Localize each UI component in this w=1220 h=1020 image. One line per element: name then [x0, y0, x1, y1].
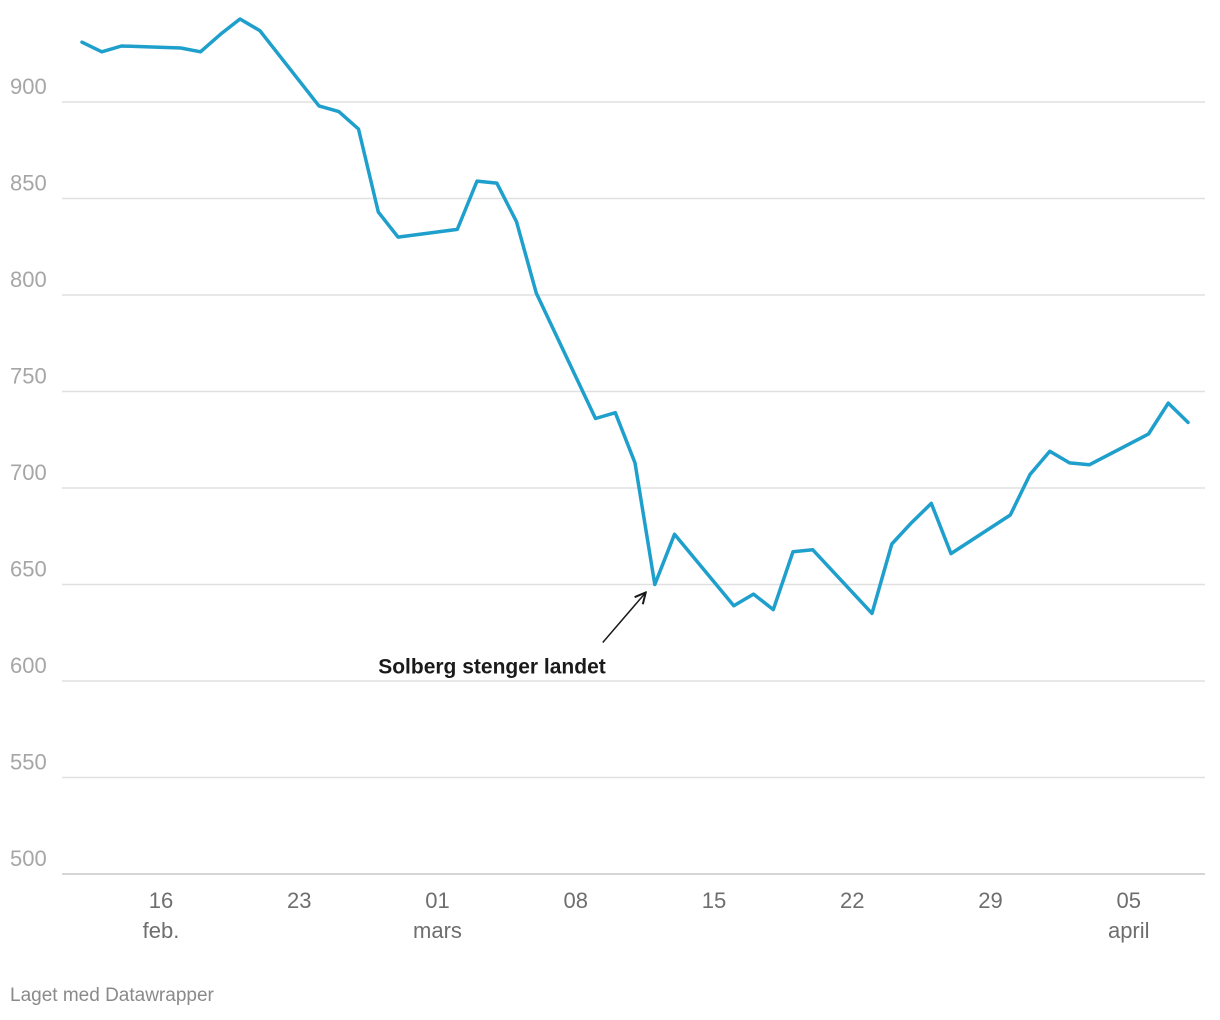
x-tick-label-1: 23	[287, 888, 311, 913]
annotation-arrow-0	[602, 592, 646, 643]
x-tick-label-2: 01	[425, 888, 449, 913]
x-tick-sublabel-2: mars	[413, 918, 462, 943]
y-tick-label-800: 800	[10, 267, 47, 292]
y-tick-label-650: 650	[10, 556, 47, 581]
x-tick-sublabel-0: feb.	[143, 918, 180, 943]
y-tick-label-850: 850	[10, 170, 47, 195]
datawrapper-credit[interactable]: Laget med Datawrapper	[10, 985, 214, 1006]
series-line-0	[80, 17, 1190, 616]
x-tick-sublabel-7: april	[1108, 918, 1150, 943]
y-tick-label-550: 550	[10, 749, 47, 774]
y-tick-label-500: 500	[10, 846, 47, 871]
x-tick-label-5: 22	[840, 888, 864, 913]
y-tick-label-700: 700	[10, 460, 47, 485]
x-tick-label-0: 16	[149, 888, 173, 913]
y-tick-label-900: 900	[10, 74, 47, 99]
x-tick-label-4: 15	[702, 888, 726, 913]
x-tick-label-6: 29	[978, 888, 1002, 913]
annotation-text-0: Solberg stenger landet	[378, 655, 606, 678]
x-tick-label-3: 08	[564, 888, 588, 913]
y-tick-label-750: 750	[10, 363, 47, 388]
y-tick-label-600: 600	[10, 653, 47, 678]
line-chart: 500 550 600 650 700 750 800 850 900 16 feb. 23 01 mar…	[10, 17, 1205, 943]
x-tick-label-7: 05	[1117, 888, 1141, 913]
